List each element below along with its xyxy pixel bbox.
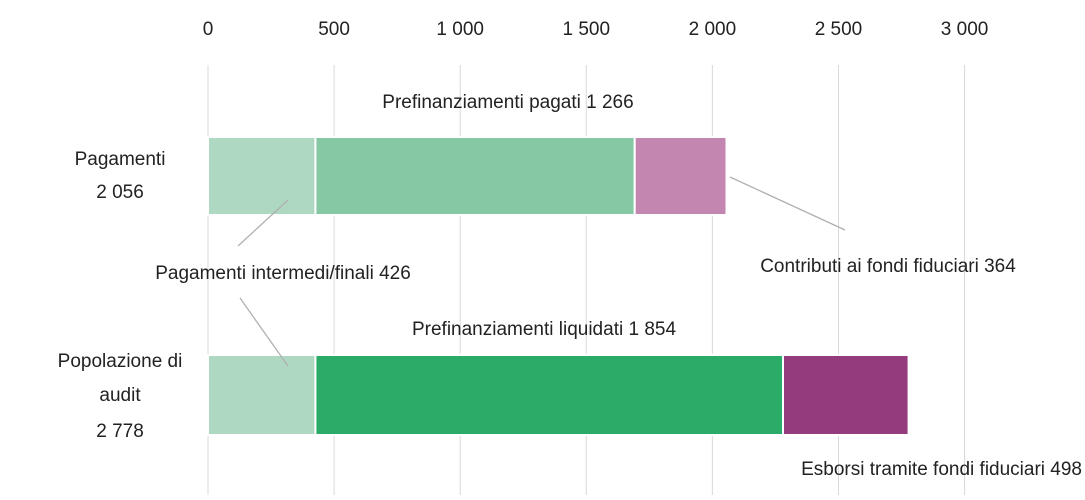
bar-segment [207,136,317,216]
x-tick-label: 2 500 [815,19,863,40]
x-tick-label: 1 500 [563,19,611,40]
category-label: 2 056 [96,182,144,203]
segment-label: Prefinanziamenti liquidati 1 854 [412,319,676,340]
x-tick-label: 3 000 [941,19,989,40]
leader-line [729,176,846,231]
category-label: 2 778 [96,421,144,442]
category-label: audit [99,385,141,406]
category-label: Pagamenti [75,149,166,170]
category-label: Popolazione di [58,351,183,372]
bar-segment [781,354,910,436]
leader-line [239,297,289,367]
x-tick-label: 1 000 [436,19,484,40]
x-tick-label: 2 000 [689,19,737,40]
bar-segment [633,136,728,216]
segment-label: Esborsi tramite fondi fiduciari 498 [801,459,1082,480]
bar-segment [314,136,636,216]
leader-line [237,199,289,247]
x-tick-label: 500 [318,19,350,40]
segment-label: Contributi ai fondi fiduciari 364 [760,256,1016,277]
bar-segment [314,354,784,436]
segment-label: Prefinanziamenti pagati 1 266 [382,92,633,113]
segment-label: Pagamenti intermedi/finali 426 [155,263,411,284]
x-tick-label: 0 [203,19,214,40]
bar-segment [207,354,317,436]
